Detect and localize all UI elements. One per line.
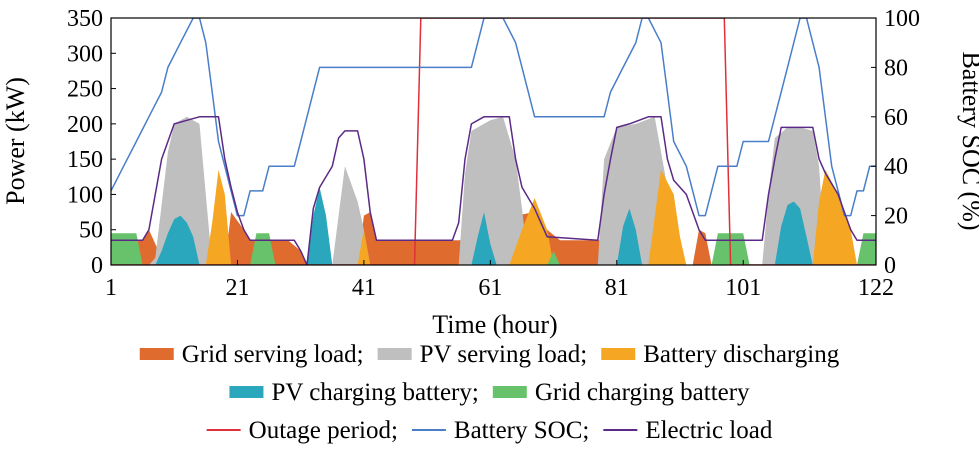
y2-tick-label: 100 (884, 6, 920, 32)
y-axis-title: Power (kW) (1, 77, 30, 205)
y2-tick-label: 60 (884, 105, 908, 131)
area-grid-charging-battery (111, 233, 876, 265)
line-layer (111, 18, 876, 265)
x-tick-label: 61 (478, 275, 502, 301)
legend-label-pv-serving-load: PV serving load; (420, 341, 588, 368)
x-tick-label: 41 (352, 275, 376, 301)
y-tick-label: 250 (67, 77, 103, 103)
y-tick-label: 350 (67, 6, 103, 32)
y-tick-label: 300 (67, 41, 103, 67)
line-battery-soc (111, 18, 876, 217)
line-electric-load (111, 116, 876, 265)
x-axis-title: Time (hour) (432, 310, 557, 339)
area-layer (111, 116, 876, 265)
legend-label-electric-load: Electric load (645, 417, 773, 444)
legend: Grid serving load; PV serving load; Batter… (139, 341, 840, 444)
legend-label-battery-soc: Battery SOC; (454, 417, 589, 444)
legend-swatch-battery-discharging (601, 348, 636, 360)
legend-label-pv-charging-battery: PV charging battery; (271, 379, 478, 406)
legend-label-grid-charging-battery: Grid charging battery (535, 379, 750, 406)
y2-tick-label: 0 (884, 253, 896, 279)
x-tick-label: 81 (605, 275, 629, 301)
y2-tick-label: 40 (884, 154, 908, 180)
y2-tick-label: 80 (884, 55, 908, 81)
y2-tick-label: 20 (884, 204, 908, 230)
y-tick-label: 0 (91, 253, 103, 279)
y-tick-label: 100 (67, 182, 103, 208)
legend-swatch-grid-charging-battery (492, 386, 527, 398)
legend-swatch-pv-charging-battery (229, 386, 264, 398)
area-pv-serving-load (111, 116, 876, 265)
axes (110, 17, 877, 266)
x-tick-label: 21 (225, 275, 249, 301)
y-tick-label: 50 (79, 218, 103, 244)
legend-swatch-pv-serving-load (377, 348, 412, 360)
x-tick-label: 122 (858, 275, 894, 301)
x-tick-label: 1 (105, 275, 117, 301)
legend-label-battery-discharging: Battery discharging (643, 341, 840, 368)
y-tick-label: 200 (67, 112, 103, 138)
plot-frame (110, 17, 877, 266)
legend-label-grid-serving-load: Grid serving load; (182, 341, 364, 368)
x-tick-label: 101 (725, 275, 761, 301)
y-tick-label: 150 (67, 147, 103, 173)
legend-swatch-grid-serving-load (139, 348, 174, 360)
area-pv-charging-battery (111, 187, 876, 265)
y2-axis-title: Battery SOC (%) (957, 51, 979, 230)
legend-label-outage-period: Outage period; (249, 417, 398, 444)
tick-labels: 1 21 41 61 81 101 1220501001502002503003500204… (67, 6, 920, 301)
